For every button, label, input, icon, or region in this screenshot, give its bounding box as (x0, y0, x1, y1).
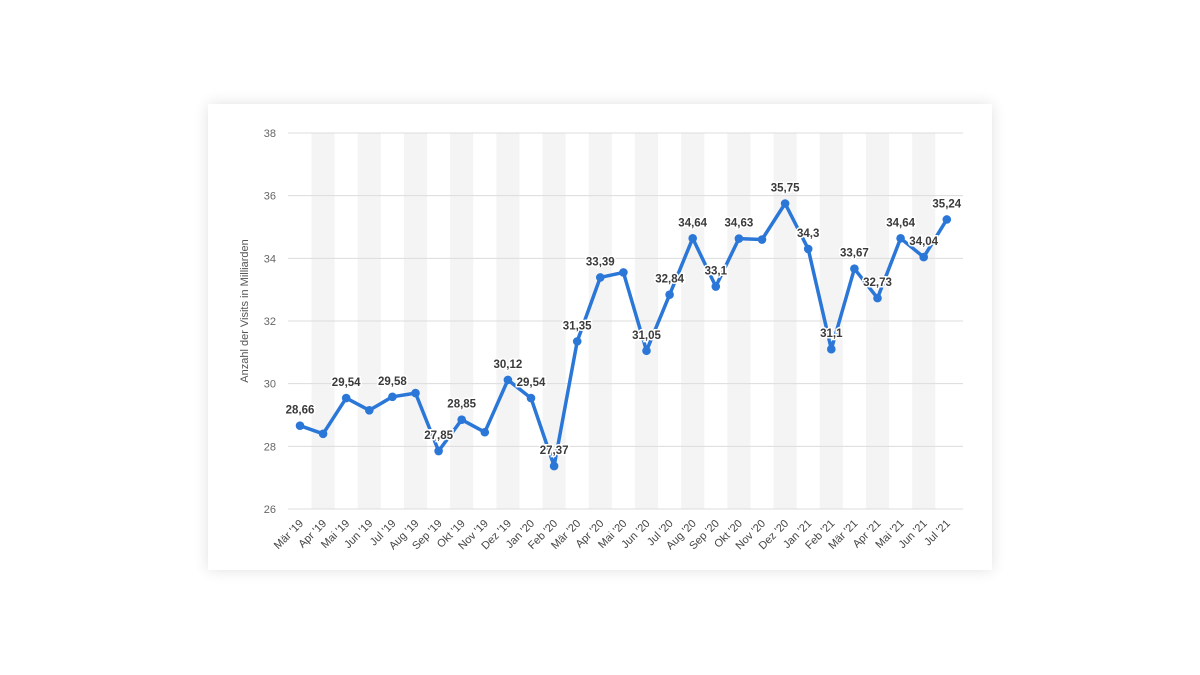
y-tick-label: 32 (264, 316, 276, 328)
data-label: 34,64 (886, 217, 915, 229)
data-point (780, 199, 790, 208)
data-point (711, 282, 721, 291)
data-point (411, 388, 420, 398)
data-point (434, 446, 443, 456)
data-point (480, 427, 490, 437)
data-label: 31,35 (563, 320, 592, 332)
data-label: 32,73 (863, 277, 892, 289)
series-line (298, 201, 949, 468)
data-point (526, 393, 536, 403)
x-tick-label: Jul '21 (922, 518, 953, 549)
data-label: 28,66 (286, 405, 315, 417)
data-point (341, 393, 351, 403)
data-label: 34,04 (909, 236, 938, 248)
data-point (318, 429, 328, 439)
data-point (757, 235, 767, 244)
data-label: 30,12 (494, 359, 523, 371)
gridlines (288, 132, 963, 510)
data-label: 29,58 (378, 376, 407, 388)
data-point (572, 337, 582, 346)
y-tick-label: 36 (264, 191, 276, 203)
y-tick-label: 38 (264, 128, 276, 140)
data-points (295, 199, 952, 471)
data-label: 31,05 (632, 330, 661, 342)
data-point (365, 406, 374, 415)
data-point (642, 346, 651, 356)
y-tick-label: 30 (264, 379, 276, 391)
data-label: 29,54 (332, 377, 361, 389)
data-label: 34,64 (678, 217, 707, 229)
data-label: 29,54 (517, 377, 546, 389)
data-point (295, 421, 305, 430)
data-point (457, 415, 466, 425)
data-point (503, 375, 513, 385)
data-point (850, 264, 859, 273)
data-point (873, 293, 882, 303)
data-point (549, 461, 559, 471)
data-labels: 28,66 29,54 29,58 27,85 28,85 30,12 29,54 27,37… (284, 181, 963, 459)
data-label: 27,85 (424, 430, 453, 442)
data-point (919, 252, 928, 262)
data-point (942, 215, 952, 224)
data-label: 33,39 (586, 256, 615, 268)
data-label: 33,1 (705, 266, 728, 278)
chart-card: 26 28 30 32 34 36 38 Mär '19 Apr '19 Mai '19 Jun … (208, 104, 992, 570)
data-label: 27,37 (540, 445, 569, 457)
data-label: 35,75 (771, 183, 800, 195)
y-tick-label: 26 (264, 504, 276, 516)
data-point (803, 244, 813, 254)
data-label: 31,1 (820, 328, 843, 340)
data-point (619, 268, 628, 277)
y-axis-ticks: 26 28 30 32 34 36 38 (264, 128, 276, 516)
data-point (688, 233, 697, 243)
data-point (896, 233, 905, 243)
y-tick-label: 34 (264, 253, 276, 265)
data-point (388, 392, 397, 402)
data-label: 34,63 (725, 218, 754, 230)
data-point (596, 273, 605, 282)
data-label: 32,84 (655, 274, 684, 286)
data-point (734, 234, 744, 243)
data-label: 33,67 (840, 248, 869, 260)
y-tick-label: 28 (264, 441, 276, 453)
data-label: 28,85 (447, 399, 476, 411)
y-axis-label: Anzahl der Visits in Milliarden (239, 239, 251, 382)
data-label: 34,3 (797, 228, 819, 240)
data-label: 35,24 (932, 198, 961, 210)
data-point (665, 290, 674, 299)
data-point (827, 344, 836, 354)
